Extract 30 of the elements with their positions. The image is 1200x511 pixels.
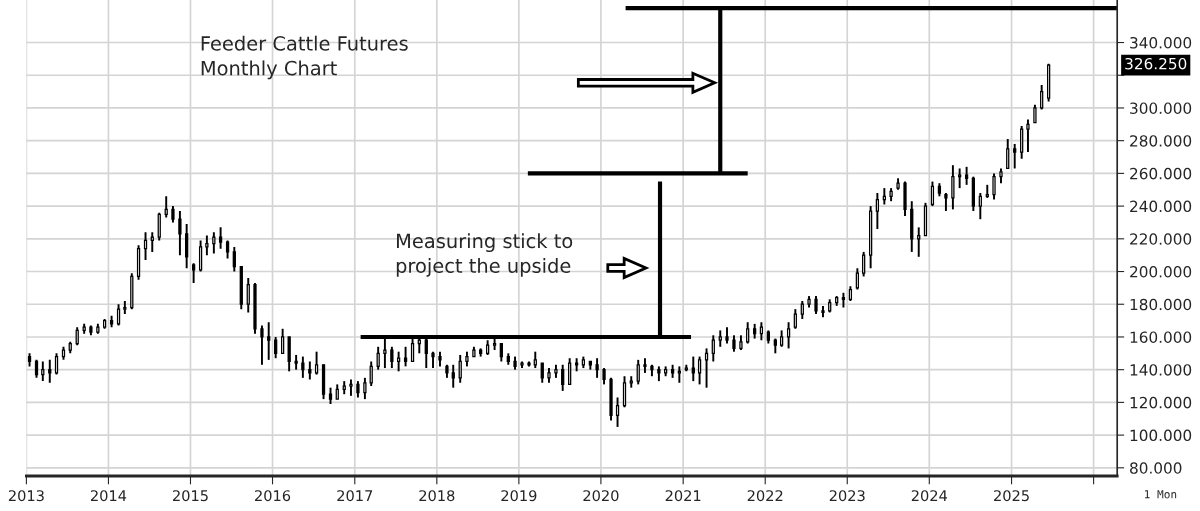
y-tick-label: 200.000 (1130, 266, 1192, 278)
x-tick-label: 2015 (172, 490, 208, 502)
text: 1 Mon (1145, 490, 1177, 499)
y-tick-label: 120.000 (1130, 396, 1192, 409)
y-tick-label: 140.000 (1130, 364, 1192, 376)
y-tick-label: 260.000 (1130, 167, 1192, 180)
x-tick-label: 2021 (665, 490, 701, 502)
x-tick-label: 2017 (337, 490, 373, 502)
x-tick-label: 2025 (994, 490, 1029, 502)
text: 326.250 (1125, 57, 1187, 70)
y-tick-label: 240.000 (1130, 200, 1192, 213)
annotation: Measuring stick to project the upside (396, 233, 573, 277)
x-tick-label: 2023 (829, 490, 865, 502)
y-tick-label: 300.000 (1130, 102, 1192, 114)
text: Feeder Cattle Futures Monthly Chart (201, 35, 408, 80)
y-tick-label: 80.000 (1130, 462, 1182, 474)
x-tick-label: 2018 (419, 490, 455, 502)
y-tick-label: 160.000 (1130, 331, 1192, 343)
y-tick-label: 220.000 (1130, 233, 1192, 245)
x-tick-label: 2014 (90, 490, 127, 502)
y-tick-label: 180.000 (1130, 298, 1192, 311)
y-tick-label: 100.000 (1130, 429, 1192, 442)
x-tick-label: 2024 (911, 490, 948, 502)
y-tick-label: 280.000 (1130, 135, 1192, 147)
x-tick-label: 2013 (8, 490, 44, 502)
x-tick-label: 2019 (501, 490, 537, 502)
y-tick-label: 340.000 (1130, 36, 1192, 49)
x-tick-label: 2022 (747, 490, 783, 502)
x-tick-label: 2016 (255, 490, 291, 502)
x-tick-label: 2020 (583, 490, 619, 502)
